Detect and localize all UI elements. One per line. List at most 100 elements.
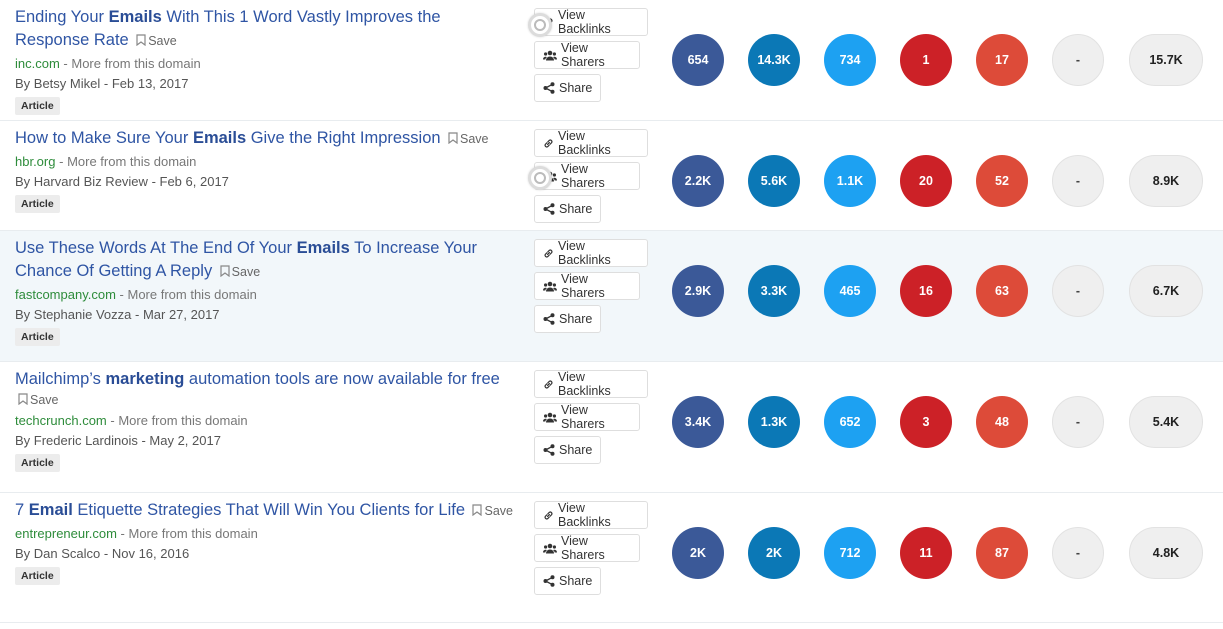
title-text-pre: Use These Words At The End Of Your: [15, 239, 297, 257]
linkedin-share-count[interactable]: 3.3K: [748, 265, 800, 317]
content-type-badge: Article: [15, 454, 60, 472]
view-backlinks-button[interactable]: View Backlinks: [534, 239, 648, 267]
reddit-engagement-count[interactable]: -: [1052, 155, 1104, 207]
view-backlinks-button[interactable]: View Backlinks: [534, 8, 648, 36]
share-label: Share: [559, 574, 593, 588]
share-icon: [543, 203, 555, 215]
result-row: Ending Your Emails With This 1 Word Vast…: [0, 0, 1223, 121]
linkedin-share-count[interactable]: 5.6K: [748, 155, 800, 207]
title-keyword: Emails: [192, 129, 247, 147]
view-sharers-button[interactable]: View Sharers: [534, 534, 640, 562]
save-button[interactable]: Save: [448, 132, 489, 146]
domain-line: hbr.org - More from this domain: [15, 152, 515, 171]
pinterest-share-count[interactable]: 20: [900, 155, 952, 207]
more-from-domain-link[interactable]: More from this domain: [127, 287, 257, 302]
article-title-link[interactable]: Use These Words At The End Of Your Email…: [15, 239, 477, 280]
save-label: Save: [484, 504, 513, 518]
article-title-link[interactable]: 7 Email Etiquette Strategies That Will W…: [15, 501, 465, 519]
googleplus-share-count[interactable]: 52: [976, 155, 1028, 207]
action-buttons: View Backlinks View Sharers Share: [534, 129, 648, 228]
twitter-share-count[interactable]: 734: [824, 34, 876, 86]
save-button[interactable]: Save: [472, 504, 513, 518]
linkedin-share-count[interactable]: 2K: [748, 527, 800, 579]
title-block: Use These Words At The End Of Your Email…: [15, 237, 515, 283]
save-button[interactable]: Save: [18, 393, 59, 407]
twitter-share-count[interactable]: 465: [824, 265, 876, 317]
result-row: Use These Words At The End Of Your Email…: [0, 231, 1223, 362]
share-button[interactable]: Share: [534, 567, 601, 595]
more-from-domain-link[interactable]: More from this domain: [71, 56, 201, 71]
save-label: Save: [30, 393, 59, 407]
domain-separator: -: [63, 56, 72, 71]
reddit-engagement-count[interactable]: -: [1052, 396, 1104, 448]
view-backlinks-button[interactable]: View Backlinks: [534, 370, 648, 398]
total-engagement-count[interactable]: 4.8K: [1129, 527, 1203, 579]
date-separator: -: [151, 174, 160, 189]
reddit-engagement-count[interactable]: -: [1052, 527, 1104, 579]
view-backlinks-label: View Backlinks: [558, 8, 611, 36]
save-button[interactable]: Save: [136, 34, 177, 48]
twitter-share-count[interactable]: 712: [824, 527, 876, 579]
domain-link[interactable]: fastcompany.com: [15, 287, 116, 302]
linkedin-share-count[interactable]: 1.3K: [748, 396, 800, 448]
googleplus-share-count[interactable]: 87: [976, 527, 1028, 579]
share-button[interactable]: Share: [534, 305, 601, 333]
share-button[interactable]: Share: [534, 436, 601, 464]
view-sharers-button[interactable]: View Sharers: [534, 41, 640, 69]
twitter-share-count[interactable]: 652: [824, 396, 876, 448]
title-block: 7 Email Etiquette Strategies That Will W…: [15, 499, 515, 522]
total-engagement-count[interactable]: 15.7K: [1129, 34, 1203, 86]
more-from-domain-link[interactable]: More from this domain: [128, 526, 258, 541]
link-icon: [543, 138, 554, 149]
article-info: Ending Your Emails With This 1 Word Vast…: [15, 6, 515, 115]
share-button[interactable]: Share: [534, 195, 601, 223]
action-buttons: View Backlinks View Sharers Share: [534, 8, 648, 107]
domain-link[interactable]: hbr.org: [15, 154, 56, 169]
view-sharers-label: View Sharers: [561, 272, 605, 300]
facebook-engagement-count[interactable]: 3.4K: [672, 396, 724, 448]
author-name: By Harvard Biz Review: [15, 174, 148, 189]
facebook-engagement-count[interactable]: 2.2K: [672, 155, 724, 207]
link-icon: [543, 248, 554, 259]
reddit-engagement-count[interactable]: -: [1052, 265, 1104, 317]
domain-link[interactable]: entrepreneur.com: [15, 526, 117, 541]
share-button[interactable]: Share: [534, 74, 601, 102]
domain-line: fastcompany.com - More from this domain: [15, 285, 515, 304]
pinterest-share-count[interactable]: 16: [900, 265, 952, 317]
facebook-engagement-count[interactable]: 2K: [672, 527, 724, 579]
total-engagement-count[interactable]: 5.4K: [1129, 396, 1203, 448]
title-text-pre: Ending Your: [15, 8, 109, 26]
author-line: By Harvard Biz Review - Feb 6, 2017: [15, 171, 515, 192]
domain-link[interactable]: techcrunch.com: [15, 413, 107, 428]
more-from-domain-link[interactable]: More from this domain: [67, 154, 197, 169]
view-backlinks-button[interactable]: View Backlinks: [534, 501, 648, 529]
pinterest-share-count[interactable]: 1: [900, 34, 952, 86]
action-buttons: View Backlinks View Sharers Share: [534, 501, 648, 600]
publish-date: May 2, 2017: [149, 433, 221, 448]
total-engagement-count[interactable]: 6.7K: [1129, 265, 1203, 317]
facebook-engagement-count[interactable]: 654: [672, 34, 724, 86]
total-engagement-count[interactable]: 8.9K: [1129, 155, 1203, 207]
article-title-link[interactable]: Ending Your Emails With This 1 Word Vast…: [15, 8, 441, 49]
linkedin-share-count[interactable]: 14.3K: [748, 34, 800, 86]
view-sharers-button[interactable]: View Sharers: [534, 403, 640, 431]
domain-link[interactable]: inc.com: [15, 56, 60, 71]
author-line: By Betsy Mikel - Feb 13, 2017: [15, 73, 515, 94]
pinterest-share-count[interactable]: 11: [900, 527, 952, 579]
googleplus-share-count[interactable]: 17: [976, 34, 1028, 86]
article-title-link[interactable]: Mailchimp’s marketing automation tools a…: [15, 370, 500, 388]
googleplus-share-count[interactable]: 48: [976, 396, 1028, 448]
view-backlinks-button[interactable]: View Backlinks: [534, 129, 648, 157]
save-button[interactable]: Save: [220, 265, 260, 279]
googleplus-share-count[interactable]: 63: [976, 265, 1028, 317]
more-from-domain-link[interactable]: More from this domain: [118, 413, 248, 428]
domain-separator: -: [110, 413, 119, 428]
article-title-link[interactable]: How to Make Sure Your Emails Give the Ri…: [15, 129, 441, 147]
view-sharers-button[interactable]: View Sharers: [534, 272, 640, 300]
pinterest-share-count[interactable]: 3: [900, 396, 952, 448]
author-name: By Betsy Mikel: [15, 76, 101, 91]
facebook-engagement-count[interactable]: 2.9K: [672, 265, 724, 317]
twitter-share-count[interactable]: 1.1K: [824, 155, 876, 207]
title-text-pre: Mailchimp’s: [15, 370, 106, 388]
reddit-engagement-count[interactable]: -: [1052, 34, 1104, 86]
